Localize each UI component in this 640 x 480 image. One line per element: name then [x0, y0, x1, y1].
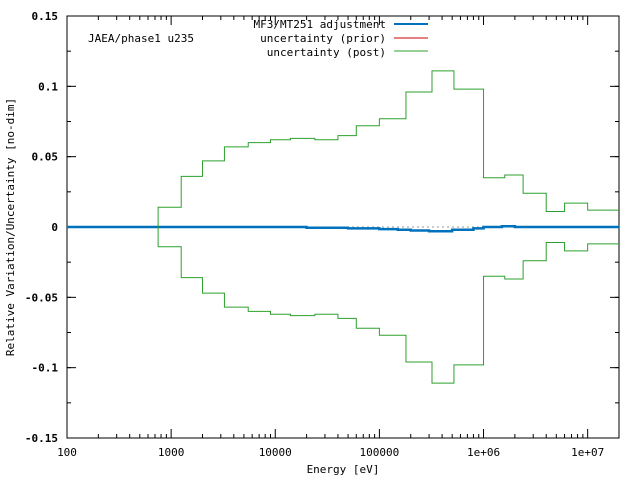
legend-label-prior: uncertainty (prior): [260, 32, 386, 45]
x-tick-label: 10000: [259, 446, 292, 459]
y-tick-label: 0.1: [38, 80, 58, 93]
x-tick-label: 100000: [360, 446, 400, 459]
y-tick-label: 0: [51, 221, 58, 234]
y-tick-label: -0.15: [25, 432, 58, 445]
x-axis-label: Energy [eV]: [307, 463, 380, 476]
legend: MF3/MT251 adjustment uncertainty (prior)…: [254, 18, 428, 59]
series-adjustment: [67, 225, 619, 233]
legend-label-post: uncertainty (post): [267, 46, 386, 59]
legend-label-adjustment: MF3/MT251 adjustment: [254, 18, 386, 31]
series-post-upper: [157, 70, 619, 227]
y-tick-label: -0.05: [25, 291, 58, 304]
x-tick-label: 100: [57, 446, 77, 459]
series-post-lower: [157, 227, 619, 384]
x-axis-ticks: 100 1000 10000 100000 1e+06 1e+07: [57, 16, 620, 459]
y-tick-label: -0.1: [32, 362, 59, 375]
x-tick-label: 1000: [158, 446, 185, 459]
series-layer: [67, 70, 619, 384]
chart-annotation: JAEA/phase1 u235: [88, 32, 194, 45]
y-tick-label: 0.15: [32, 10, 59, 23]
y-tick-label: 0.05: [32, 151, 59, 164]
x-tick-label: 1e+07: [571, 446, 604, 459]
y-axis-label: Relative Variation/Uncertainty [no-dim]: [4, 98, 17, 356]
x-tick-label: 1e+06: [467, 446, 500, 459]
